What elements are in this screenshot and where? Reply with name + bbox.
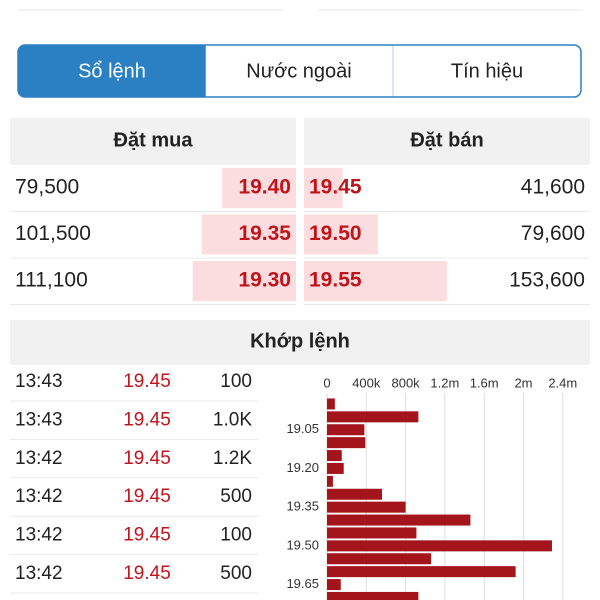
trade-volume: 1.0K — [213, 409, 252, 430]
x-tick-label: 1.6m — [470, 375, 499, 390]
y-tick-label: 19.50 — [286, 537, 319, 552]
bar — [327, 540, 552, 552]
x-tick-label: 1.2m — [430, 375, 459, 390]
y-tick-label: 19.65 — [286, 576, 319, 591]
trade-volume: 100 — [220, 525, 252, 546]
trade-time: 13:43 — [15, 371, 63, 392]
bar — [327, 475, 333, 487]
bid-volume: 101,500 — [15, 222, 91, 245]
y-tick-label: 19.35 — [286, 499, 319, 514]
bid-price: 19.35 — [238, 222, 291, 245]
bar — [327, 411, 419, 423]
trade-time: 13:42 — [15, 525, 63, 546]
bar — [327, 462, 344, 474]
trade-volume: 1.2K — [213, 448, 252, 469]
bar — [327, 579, 341, 591]
ask-price: 19.50 — [309, 222, 362, 245]
trade-volume: 100 — [220, 371, 252, 392]
trade-price: 19.45 — [123, 448, 171, 469]
trade-volume: 500 — [220, 563, 252, 584]
active-tab-bg — [18, 45, 205, 97]
trade-time: 13:43 — [15, 409, 63, 430]
ask-depth-bar — [304, 214, 379, 255]
bid-volume: 79,500 — [15, 176, 79, 199]
bid-price: 19.30 — [238, 269, 291, 292]
bar — [327, 591, 419, 600]
bid-depth-bar — [222, 168, 296, 208]
tab-bar: Sổ lệnh Nước ngoài Tín hiệu — [17, 44, 582, 98]
bar — [327, 437, 366, 449]
trade-price: 19.45 — [123, 563, 171, 584]
y-tick-label: 19.05 — [286, 421, 319, 436]
bar — [327, 501, 406, 513]
trades-header: Khớp lệnh — [250, 330, 350, 352]
trade-price: 19.45 — [123, 525, 171, 546]
ask-volume: 153,600 — [509, 269, 585, 292]
ask-price: 19.45 — [309, 176, 362, 199]
trade-time: 13:42 — [15, 563, 63, 584]
bar — [327, 398, 335, 410]
trade-price: 19.45 — [123, 371, 171, 392]
bar — [327, 514, 471, 526]
ask-volume: 41,600 — [521, 176, 585, 199]
x-tick-label: 0 — [323, 375, 330, 390]
tab[interactable]: Nước ngoài — [246, 60, 351, 82]
trades-header-bg — [10, 320, 590, 365]
ask-header-bg — [304, 118, 590, 165]
ask-depth-bar — [304, 168, 343, 208]
bar — [327, 527, 417, 539]
bar — [327, 566, 516, 578]
x-tick-label: 2.4m — [548, 375, 577, 390]
bar — [327, 553, 432, 565]
bid-price: 19.40 — [238, 176, 291, 199]
tab-border — [17, 44, 582, 98]
ask-price: 19.55 — [309, 269, 362, 292]
bar — [327, 424, 365, 436]
x-tick-label: 2m — [514, 375, 532, 390]
trade-time: 13:42 — [15, 486, 63, 507]
tab[interactable]: Tín hiệu — [451, 60, 523, 82]
bid-depth-bar — [192, 261, 296, 301]
x-tick-label: 800k — [391, 375, 420, 390]
tab[interactable]: Sổ lệnh — [78, 60, 146, 82]
bar — [327, 450, 342, 462]
trade-volume: 500 — [220, 486, 252, 507]
ask-volume: 79,600 — [521, 222, 585, 245]
trade-price: 19.45 — [123, 409, 171, 430]
bar — [327, 488, 383, 500]
bid-header: Đặt mua — [114, 129, 194, 151]
bid-header-bg — [10, 118, 296, 165]
bid-depth-bar — [201, 214, 296, 255]
x-tick-label: 400k — [352, 375, 381, 390]
bid-volume: 111,100 — [15, 269, 88, 292]
trade-price: 19.45 — [123, 486, 171, 507]
y-tick-label: 19.20 — [286, 460, 319, 475]
ask-header: Đặt bán — [410, 129, 483, 151]
ask-depth-bar — [304, 261, 447, 301]
trade-time: 13:42 — [15, 448, 63, 469]
